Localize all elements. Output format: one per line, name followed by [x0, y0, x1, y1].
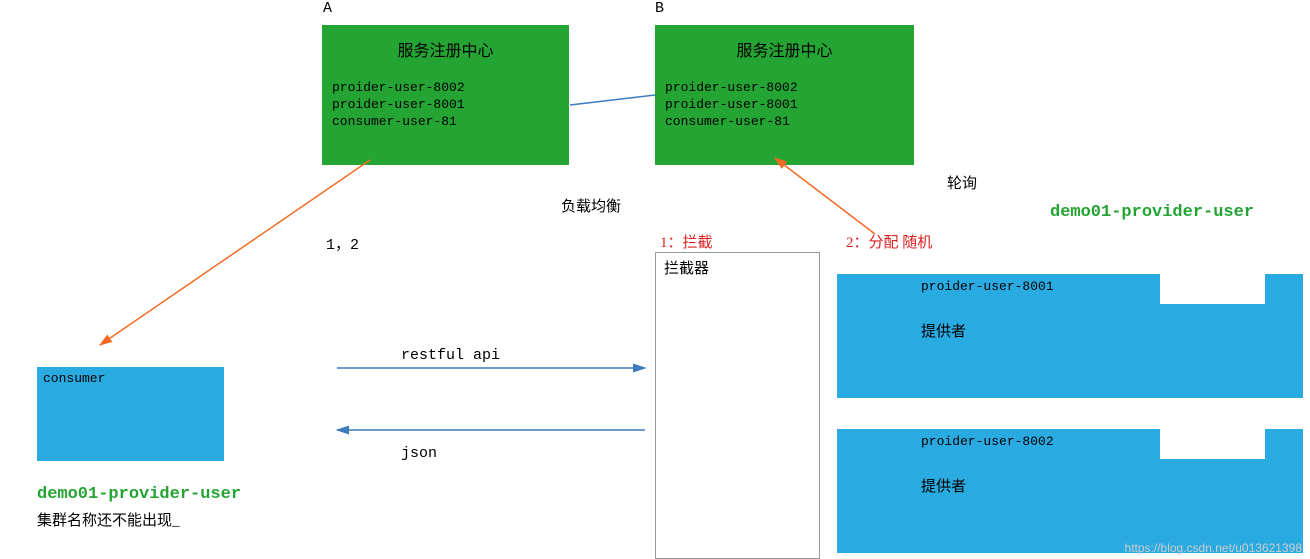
registry-a-title: 服务注册中心: [332, 37, 559, 61]
registry-b-line: consumer-user-81: [665, 113, 904, 130]
interceptor-box: 拦截器: [655, 252, 820, 559]
label-polling: 轮询: [947, 172, 977, 193]
arrow-orange-up: [775, 158, 875, 234]
provider-1: [837, 274, 1303, 398]
registry-b-title: 服务注册中心: [665, 37, 904, 61]
registry-b-line: proider-user-8002: [665, 79, 904, 96]
consumer-box: consumer: [37, 367, 224, 461]
label-load-balance: 负载均衡: [561, 195, 621, 216]
registry-a-line: proider-user-8002: [332, 79, 559, 96]
registry-b: 服务注册中心 proider-user-8002 proider-user-80…: [655, 25, 914, 165]
interceptor-title: 拦截器: [664, 261, 709, 277]
provider-2-name: proider-user-8002: [921, 434, 1054, 449]
registry-a: 服务注册中心 proider-user-8002 proider-user-80…: [322, 25, 569, 165]
consumer-label: consumer: [43, 371, 105, 386]
registry-a-line: consumer-user-81: [332, 113, 559, 130]
label-demo-right: demo01-provider-user: [1050, 203, 1254, 222]
label-cluster-note: 集群名称还不能出现_: [37, 509, 180, 530]
provider-1-name: proider-user-8001: [921, 279, 1054, 294]
registry-a-line: proider-user-8001: [332, 96, 559, 113]
label-b: B: [655, 0, 664, 17]
label-step1: 1：拦截: [660, 231, 713, 252]
label-restful: restful api: [401, 347, 500, 364]
provider-1-cn: 提供者: [921, 320, 966, 341]
label-a: A: [323, 0, 332, 17]
label-one-two: 1，2: [326, 233, 359, 254]
watermark: https://blog.csdn.net/u013621398: [1125, 541, 1302, 555]
arrow-blue-link: [570, 95, 655, 105]
label-json: json: [401, 445, 437, 462]
registry-b-line: proider-user-8001: [665, 96, 904, 113]
label-step2: 2：分配 随机: [846, 231, 932, 252]
label-demo-left: demo01-provider-user: [37, 485, 241, 504]
provider-2-cn: 提供者: [921, 475, 966, 496]
provider-2: [837, 429, 1303, 553]
